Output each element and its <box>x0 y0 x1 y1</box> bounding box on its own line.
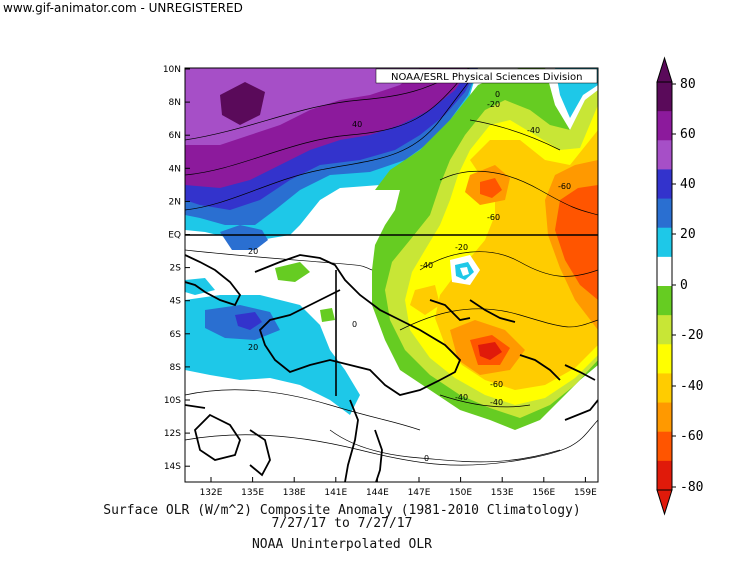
colorbar-swatch <box>657 402 672 433</box>
latitude-label: EQ <box>168 231 181 241</box>
longitude-label: 147E <box>408 488 431 498</box>
contour-label: -60 <box>490 380 503 389</box>
contour-label: -40 <box>455 393 468 402</box>
colorbar-label: 60 <box>680 127 696 142</box>
caption-dates: 7/27/17 to 7/27/17 <box>271 516 413 531</box>
latitude-label: 4N <box>169 164 181 174</box>
longitude-label: 156E <box>532 488 555 498</box>
watermark-text: www.gif-animator.com - UNREGISTERED <box>3 1 243 15</box>
latitude-label: 2S <box>170 264 182 274</box>
longitude-label: 135E <box>241 488 264 498</box>
colorbar-swatch <box>657 373 672 404</box>
credit-text: NOAA/ESRL Physical Sciences Division <box>391 72 583 83</box>
contour-label: -40 <box>420 261 433 270</box>
colorbar-swatch <box>657 286 672 316</box>
colorbar-label: -80 <box>680 480 703 495</box>
longitude-axis: 132E 135E 138E 141E 144E 147E 150E 153E 156E 159E <box>200 477 597 498</box>
colorbar-swatch <box>657 169 672 200</box>
latitude-label: 8S <box>170 363 182 373</box>
caption-source: NOAA Uninterpolated OLR <box>251 537 432 552</box>
contour-label: 0 <box>424 454 429 463</box>
colorbar-label: -60 <box>680 429 703 444</box>
colorbar-swatch <box>657 460 672 491</box>
longitude-label: 159E <box>574 488 597 498</box>
latitude-label: 2N <box>169 197 181 207</box>
colorbar-swatch <box>657 315 672 345</box>
colorbar-label: 40 <box>680 177 696 192</box>
colorbar-label: -40 <box>680 379 703 394</box>
latitude-label: 10N <box>163 65 181 75</box>
contour-label: -40 <box>527 126 540 135</box>
longitude-label: 138E <box>283 488 306 498</box>
colorbar-swatch <box>657 227 672 258</box>
contour-label: 20 <box>248 247 258 256</box>
latitude-label: 14S <box>164 462 181 472</box>
colorbar-label: 0 <box>680 278 688 293</box>
credit-box <box>375 68 598 84</box>
latitude-label: 6N <box>169 131 181 141</box>
colorbar-swatch <box>657 256 672 287</box>
colorbar-label: 20 <box>680 227 696 242</box>
latitude-axis: 10N 8N 6N 4N 2N EQ 2S 4S 6S 8S 10S 12S 14S <box>163 65 190 472</box>
contour-label: 0 <box>495 90 500 99</box>
latitude-label: 10S <box>164 396 181 406</box>
contour-labels: -20 -40 -40 -60 -60 -20 40 20 20 -60 -40… <box>248 90 571 463</box>
latitude-label: 8N <box>169 98 181 108</box>
contour-label: 20 <box>248 343 258 352</box>
colorbar: 80 60 40 20 0 -20 -40 -60 -80 <box>656 56 703 516</box>
map-frame <box>184 67 599 483</box>
colorbar-frame <box>656 81 673 491</box>
colorbar-swatch <box>657 111 672 141</box>
latitude-label: 4S <box>170 297 182 307</box>
longitude-label: 150E <box>449 488 472 498</box>
contour-label: -60 <box>558 182 571 191</box>
colorbar-swatch <box>657 140 672 170</box>
contour-label: -40 <box>490 398 503 407</box>
colorbar-swatch <box>657 198 672 229</box>
colorbar-swatch <box>657 431 672 462</box>
colorbar-label: 80 <box>680 77 696 92</box>
caption-title: Surface OLR (W/m^2) Composite Anomaly (1… <box>103 503 581 518</box>
colorbar-label: -20 <box>680 328 703 343</box>
colorbar-top-arrow <box>656 56 673 83</box>
contour-label: 40 <box>352 120 362 129</box>
longitude-label: 153E <box>491 488 514 498</box>
longitude-label: 141E <box>324 488 347 498</box>
contour-label: -20 <box>487 100 500 109</box>
longitude-label: 144E <box>366 488 389 498</box>
latitude-label: 12S <box>164 429 181 439</box>
contour-label: -60 <box>487 213 500 222</box>
colorbar-swatch <box>657 344 672 374</box>
coastline <box>185 254 598 482</box>
contour-label: 0 <box>352 320 357 329</box>
contour-label: -20 <box>455 243 468 252</box>
longitude-label: 132E <box>200 488 223 498</box>
map-field: -20 -40 -40 -60 -60 -20 40 20 20 -60 -40… <box>185 68 598 482</box>
colorbar-swatch <box>657 82 672 112</box>
latitude-label: 6S <box>170 330 182 340</box>
